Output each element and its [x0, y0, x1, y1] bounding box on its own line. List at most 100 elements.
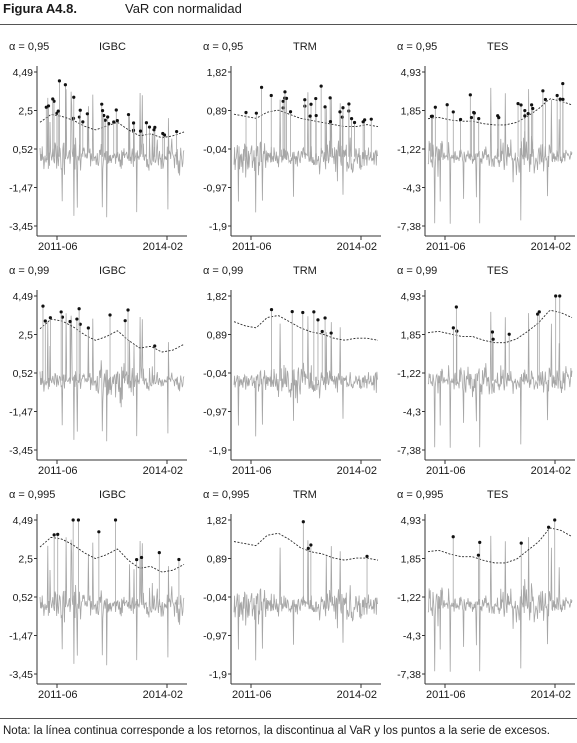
exceedance-point [81, 120, 84, 123]
exceedance-point [347, 102, 350, 105]
exceedance-point [516, 102, 519, 105]
alpha-label: α = 0,995 [9, 489, 55, 501]
y-tick-label: -1,47 [9, 407, 33, 419]
x-tick-label: 2014-02 [337, 465, 377, 477]
x-tick-label: 2014-02 [531, 465, 571, 477]
bottom-rule [0, 718, 577, 719]
alpha-label: α = 0,99 [397, 265, 437, 277]
exceedance-point [158, 551, 161, 554]
y-tick-label: -1,9 [209, 669, 227, 681]
alpha-label: α = 0,95 [203, 41, 243, 53]
y-tick-label: 4,49 [13, 515, 34, 527]
var-line [428, 528, 572, 563]
x-tick-label: 2011-06 [38, 465, 78, 477]
exceedance-point [497, 116, 500, 119]
exceedance-point [452, 326, 455, 329]
exceedance-point [530, 103, 533, 106]
exceedance-point [316, 318, 319, 321]
exceedance-point [508, 333, 511, 336]
returns-line [40, 537, 184, 665]
chart-panel: α = 0,95 IGBC 4,49 2,5 0,52 -1,47 -3,45 2011-06… [9, 41, 187, 253]
exceedance-point [538, 310, 541, 313]
alpha-label: α = 0,995 [203, 489, 249, 501]
exceedance-point [523, 114, 526, 117]
exceedance-point [329, 120, 332, 123]
var-line [428, 99, 572, 125]
x-tick-label: 2011-06 [232, 465, 272, 477]
y-tick-label: 0,52 [13, 144, 34, 156]
exceedance-point [260, 86, 263, 89]
x-tick-label: 2014-02 [337, 241, 377, 253]
y-tick-label: 4,49 [13, 291, 34, 303]
exceedance-point [312, 310, 315, 313]
y-tick-label: 4,49 [13, 67, 34, 79]
exceedance-point [455, 305, 458, 308]
y-tick-label: -0,04 [203, 592, 227, 604]
y-tick-label: -7,38 [397, 669, 421, 681]
exceedance-point [135, 558, 138, 561]
exceedance-point [353, 121, 356, 124]
exceedance-point [58, 79, 61, 82]
exceedance-point [79, 109, 82, 112]
exceedance-point [108, 313, 111, 316]
alpha-label: α = 0,95 [9, 41, 49, 53]
exceedance-point [321, 330, 324, 333]
returns-line [428, 536, 572, 672]
alpha-label: α = 0,995 [397, 489, 443, 501]
exceedance-point [470, 116, 473, 119]
exceedance-point [527, 112, 530, 115]
exceedance-point [56, 533, 59, 536]
x-tick-label: 2014-02 [143, 689, 183, 701]
exceedance-point [270, 308, 273, 311]
exceedance-point [60, 310, 63, 313]
x-tick-label: 2014-02 [531, 241, 571, 253]
y-tick-label: -3,45 [9, 669, 33, 681]
y-tick-label: -0,97 [203, 183, 227, 195]
y-tick-label: 0,89 [207, 330, 228, 342]
chart-panel: α = 0,995 TES 4,93 1,85 -1,22 -4,3 -7,38 2011-0… [397, 489, 575, 701]
exceedance-point [101, 109, 104, 112]
returns-line [40, 313, 184, 441]
exceedance-point [139, 130, 142, 133]
exceedance-point [302, 520, 305, 523]
y-tick-label: 2,5 [18, 554, 33, 566]
exceedance-point [309, 115, 312, 118]
returns-line [428, 88, 572, 224]
exceedance-point [44, 319, 47, 322]
x-tick-label: 2011-06 [232, 241, 272, 253]
y-tick-label: 4,93 [401, 291, 422, 303]
exceedance-point [41, 305, 44, 308]
exceedance-point [51, 97, 54, 100]
y-tick-label: 1,85 [401, 554, 422, 566]
exceedance-point [270, 94, 273, 97]
series-title: TES [487, 489, 508, 501]
chart-panel: α = 0,99 TES 4,93 1,85 -1,22 -4,3 -7,38 2011-06… [397, 265, 575, 477]
exceedance-point [244, 111, 247, 114]
y-tick-label: -0,04 [203, 368, 227, 380]
series-title: TES [487, 265, 508, 277]
exceedance-point [556, 94, 559, 97]
returns-line [428, 312, 572, 448]
chart-panel: α = 0,99 TRM1,820,89-0,04-0,97-1,92011-06… [203, 265, 381, 477]
exceedance-point [145, 121, 148, 124]
y-tick-label: 1,85 [401, 106, 422, 118]
y-tick-label: 0,89 [207, 106, 228, 118]
exceedance-point [309, 543, 312, 546]
exceedance-point [459, 118, 462, 121]
exceedance-point [478, 541, 481, 544]
exceedance-point [330, 331, 333, 334]
y-tick-label: -1,9 [209, 445, 227, 457]
exceedance-point [477, 117, 480, 120]
exceedance-point [473, 111, 476, 114]
exceedance-point [127, 113, 130, 116]
exceedance-point [72, 96, 75, 99]
y-tick-label: -4,3 [403, 631, 421, 643]
y-tick-label: 2,5 [18, 330, 33, 342]
x-tick-label: 2014-02 [143, 241, 183, 253]
y-tick-label: -7,38 [397, 221, 421, 233]
exceedance-point [469, 93, 472, 96]
x-tick-label: 2011-06 [38, 241, 78, 253]
exceedance-point [77, 518, 80, 521]
exceedance-point [370, 118, 373, 121]
